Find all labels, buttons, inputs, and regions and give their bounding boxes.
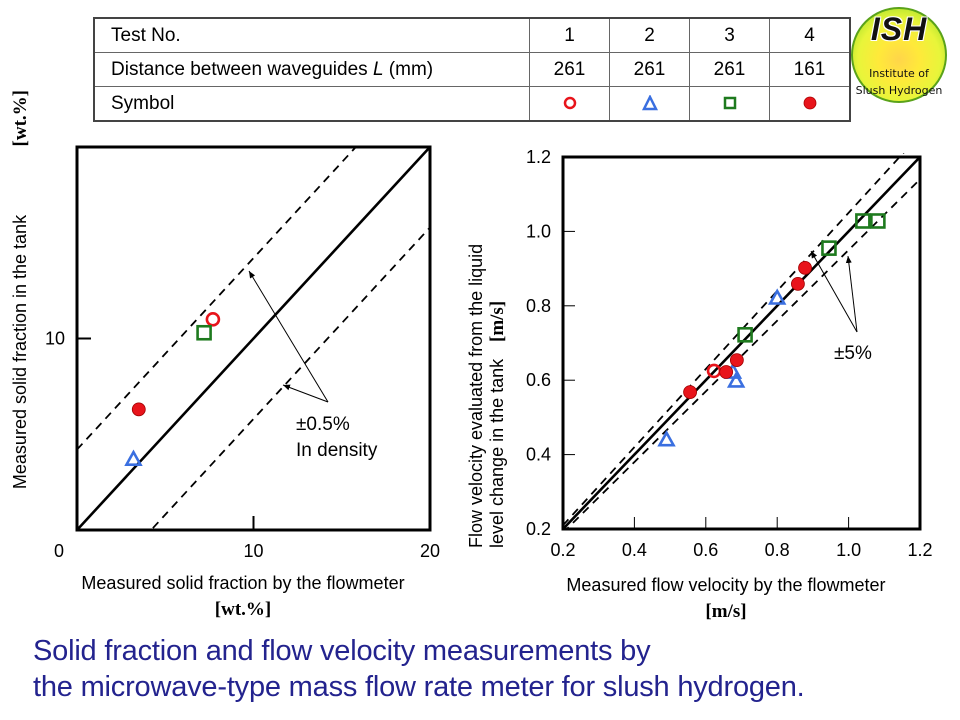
left-annotation-arrow-lower: [282, 384, 329, 403]
row-label-distance: Distance between waveguides L (mm): [93, 52, 530, 87]
left-x-axis-unit: [wt.%]: [215, 599, 271, 620]
right-point-test-2: [767, 288, 787, 305]
open-triangle-icon: [641, 95, 658, 111]
right-y-tick-label: 0.4: [526, 445, 551, 465]
right-x-tick-label: 1.2: [907, 540, 932, 560]
right-y-tick-label: 1.0: [526, 221, 551, 241]
left-point-test-2: [124, 449, 143, 466]
logo-line-1: Institute of: [869, 67, 929, 80]
left-point-test-3: [196, 324, 212, 341]
symbol-cell-1: [529, 86, 610, 122]
right-x-tick-label: 0.2: [550, 540, 575, 560]
table-row-test-no: Test No. 1 2 3 4: [93, 17, 851, 53]
left-y-tick-label: 10: [45, 329, 65, 349]
distance-value-3: 261: [689, 52, 770, 87]
right-y-axis-title-line2: level change in the tank: [487, 358, 507, 548]
right-x-axis-unit: [m/s]: [705, 601, 746, 622]
right-point-test-4: [729, 353, 744, 368]
left-annotation-line2: In density: [296, 440, 378, 461]
left-annotation-arrow-upper: [248, 270, 329, 403]
caption-line-1: Solid fraction and flow velocity measure…: [33, 635, 651, 667]
left-y-axis-unit: [wt.%]: [10, 90, 31, 146]
right-point-test-2: [657, 430, 676, 447]
right-x-tick-label: 0.8: [765, 540, 790, 560]
right-line-upper-bound: [563, 153, 905, 526]
filled-circle-icon: [803, 97, 816, 110]
distance-value-2: 261: [609, 52, 690, 87]
right-point-test-3: [821, 240, 837, 256]
right-point-test-3: [870, 213, 886, 229]
right-point-test-3: [855, 213, 871, 229]
caption-line-2: the microwave-type mass flow rate meter …: [33, 671, 805, 703]
right-point-test-4: [719, 365, 734, 379]
right-plot-frame: [561, 155, 922, 531]
left-x-axis-title: Measured solid fraction by the flowmeter: [81, 573, 404, 593]
distance-value-1: 261: [529, 52, 610, 87]
logo-line-2: Slush Hydrogen: [855, 84, 943, 97]
symbol-cell-4: [769, 86, 851, 122]
open-circle-icon: [563, 97, 576, 110]
symbol-cell-3: [689, 86, 770, 122]
distance-value-4: 161: [769, 52, 851, 87]
right-y-tick-label: 1.2: [526, 147, 551, 167]
symbol-cell-2: [609, 86, 690, 122]
legend-table: Test No. 1 2 3 4 Distance between wavegu…: [93, 17, 851, 122]
left-line-identity: [77, 147, 430, 530]
left-x-tick-label: 0: [54, 541, 64, 561]
right-point-test-3: [737, 327, 753, 343]
row-label-test-no: Test No.: [93, 17, 530, 53]
row-label-symbol: Symbol: [93, 86, 530, 122]
distance-label-unit: (mm): [383, 58, 434, 80]
right-y-tick-label: 0.2: [526, 519, 551, 539]
left-line-lower-bound: [149, 226, 430, 530]
left-point-test-1: [205, 312, 221, 327]
table-row-distance: Distance between waveguides L (mm) 261 2…: [93, 52, 851, 87]
left-y-axis-title: Measured solid fraction in the tank: [10, 214, 30, 489]
distance-label-symbol: L: [372, 58, 384, 80]
right-x-tick-label: 0.6: [693, 540, 718, 560]
distance-label-main: Distance between waveguides: [111, 58, 373, 80]
right-y-tick-label: 0.6: [526, 370, 551, 390]
test-number-4: 4: [769, 17, 851, 53]
left-annotation-line1: ±0.5%: [296, 414, 350, 435]
right-point-test-2: [726, 371, 746, 388]
plot-layer: 0 10 20 10 0.2 0.4 0.6 0.8 1.0 1.2 0.2 0.4 0.6 0.8 1.0…: [45, 145, 933, 561]
right-chart: Measured flow velocity by the flowmeter …: [466, 244, 886, 622]
logo-title: ISH: [870, 11, 928, 47]
right-y-axis-unit: [m/s]: [487, 301, 508, 342]
left-chart: Measured solid fraction by the flowmeter…: [10, 90, 405, 620]
right-point-test-4: [798, 260, 812, 275]
left-point-test-4: [131, 402, 146, 417]
right-point-test-4: [683, 385, 697, 400]
right-y-tick-label: 0.8: [526, 296, 551, 316]
right-y-axis-title-line1: Flow velocity evaluated from the liquid: [466, 244, 486, 548]
ish-logo: ISH Institute of Slush Hydrogen: [851, 7, 947, 103]
right-annotation-arrow-upper: [810, 250, 858, 333]
open-square-icon: [723, 97, 736, 110]
right-point-test-4: [791, 276, 805, 291]
right-x-axis-title: Measured flow velocity by the flowmeter: [566, 575, 885, 595]
left-line-upper-bound: [77, 147, 358, 451]
table-row-symbol: Symbol: [93, 86, 851, 122]
slide-caption: Solid fraction and flow velocity measure…: [33, 633, 805, 705]
left-x-tick-label: 20: [420, 541, 440, 561]
test-number-1: 1: [529, 17, 610, 53]
right-x-tick-label: 1.0: [836, 540, 861, 560]
right-annotation-arrow-lower: [845, 255, 858, 333]
left-x-tick-label: 10: [243, 541, 263, 561]
right-annotation: ±5%: [834, 343, 872, 364]
right-line-identity: [563, 156, 920, 529]
right-x-tick-label: 0.4: [622, 540, 647, 560]
